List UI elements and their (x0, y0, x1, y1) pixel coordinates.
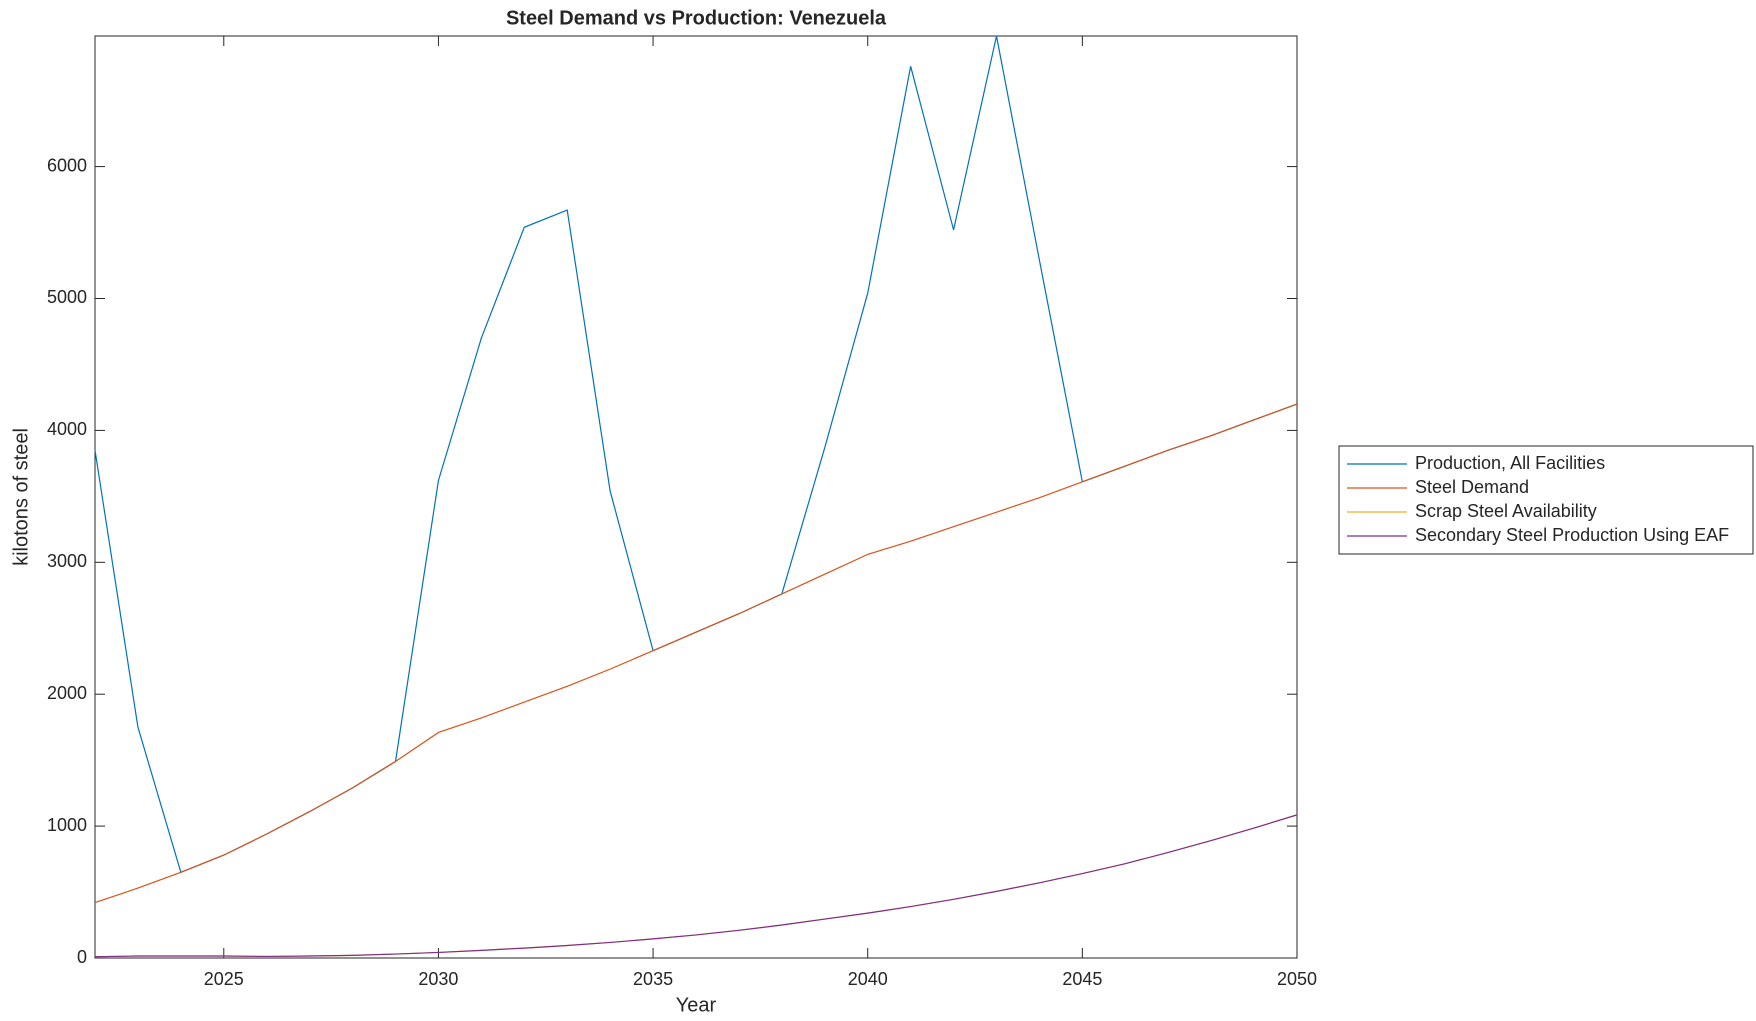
x-tick-label: 2035 (633, 969, 673, 989)
series-line (94, 403, 1298, 904)
legend-label: Scrap Steel Availability (1415, 501, 1597, 521)
x-tick-label: 2025 (204, 969, 244, 989)
x-tick-label: 2045 (1062, 969, 1102, 989)
legend-label: Production, All Facilities (1415, 453, 1605, 473)
series-line (94, 814, 1298, 958)
chart-title: Steel Demand vs Production: Venezuela (506, 7, 887, 29)
y-tick-label: 5000 (47, 287, 87, 307)
y-tick-label: 2000 (47, 683, 87, 703)
legend-box (1338, 445, 1754, 555)
x-tick-label: 2040 (848, 969, 888, 989)
plot-area (94, 35, 1298, 959)
x-axis-label: Year (676, 994, 717, 1016)
y-tick-label: 0 (77, 947, 87, 967)
y-tick-label: 3000 (47, 551, 87, 571)
legend-label: Secondary Steel Production Using EAF (1415, 525, 1729, 545)
x-tick-label: 2030 (418, 969, 458, 989)
y-axis-label: kilotons of steel (10, 428, 32, 566)
legend-label: Steel Demand (1415, 477, 1529, 497)
y-tick-label: 6000 (47, 155, 87, 175)
legend: Production, All Facilities Steel Demand Sc… (1338, 445, 1754, 555)
y-tick-label: 4000 (47, 419, 87, 439)
x-tick-label: 2050 (1277, 969, 1317, 989)
y-tick-label: 1000 (47, 815, 87, 835)
